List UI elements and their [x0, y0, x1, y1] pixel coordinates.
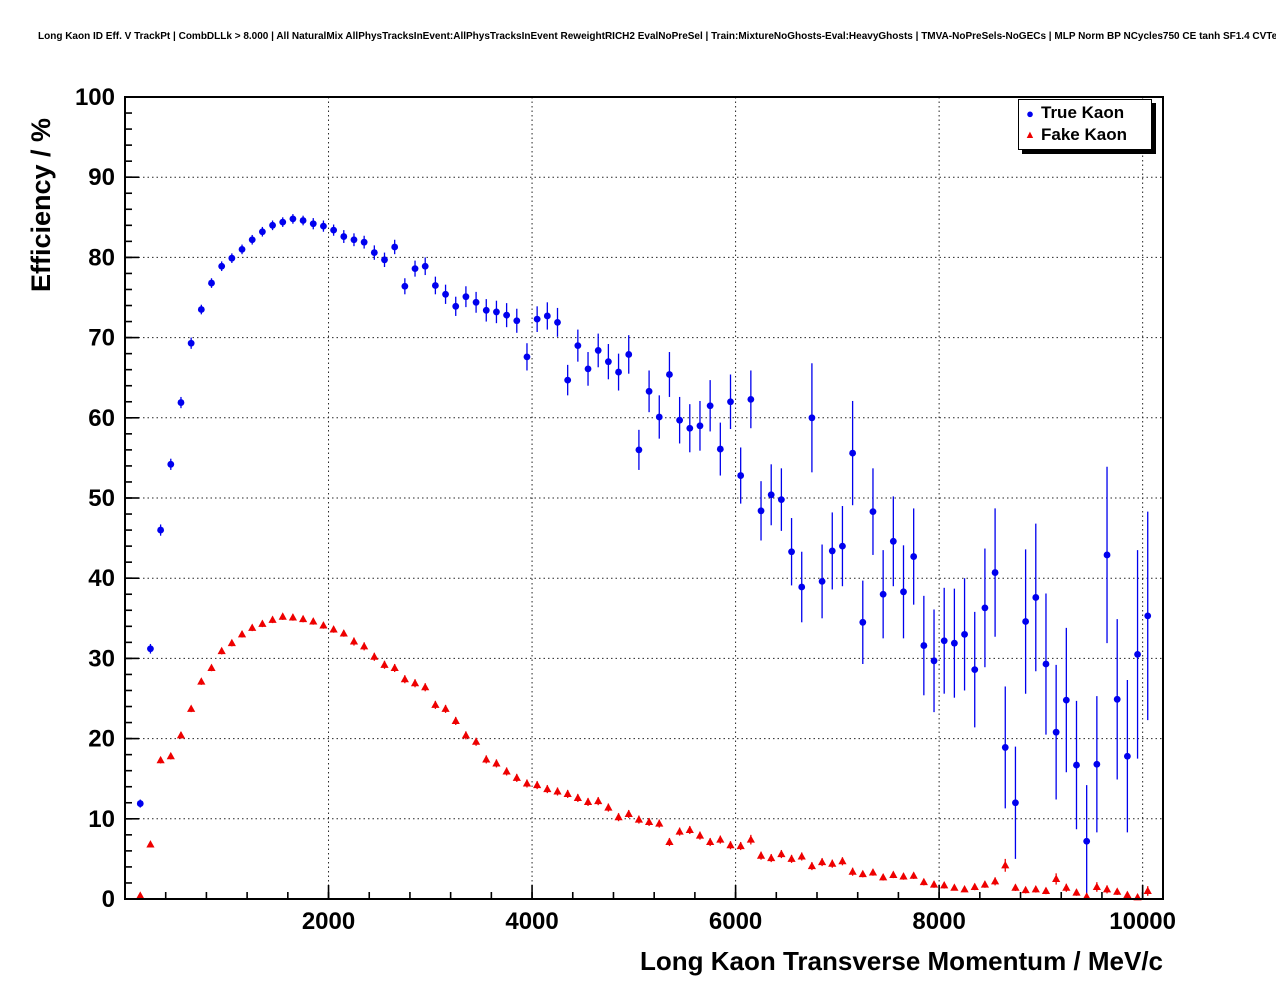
svg-text:30: 30 — [88, 645, 115, 672]
legend: ● True Kaon ▲ Fake Kaon — [1018, 99, 1152, 150]
svg-text:100: 100 — [75, 84, 115, 111]
x-tick-labels: 2000 4000 6000 8000 10000 — [302, 908, 1176, 935]
triangle-marker-icon: ▲ — [1024, 129, 1036, 141]
svg-text:6000: 6000 — [709, 908, 762, 935]
svg-text:60: 60 — [88, 405, 115, 432]
svg-text:0: 0 — [102, 886, 115, 913]
svg-text:80: 80 — [88, 244, 115, 271]
svg-text:40: 40 — [88, 565, 115, 592]
series-true-kaon — [136, 214, 1152, 898]
circle-marker-icon: ● — [1026, 105, 1034, 121]
svg-text:8000: 8000 — [912, 908, 965, 935]
legend-entry-fake-kaon: ▲ Fake Kaon — [1019, 124, 1151, 146]
plot-title: Long Kaon ID Eff. V TrackPt | CombDLLk >… — [38, 31, 1276, 42]
legend-label-true-kaon: True Kaon — [1041, 103, 1125, 122]
svg-text:90: 90 — [88, 164, 115, 191]
svg-text:4000: 4000 — [505, 908, 558, 935]
gridlines — [125, 97, 1163, 899]
svg-text:70: 70 — [88, 325, 115, 352]
svg-text:20: 20 — [88, 726, 115, 753]
y-tick-labels: 0 10 20 30 40 50 60 70 80 90 100 — [75, 84, 115, 913]
svg-text:10: 10 — [88, 806, 115, 833]
svg-text:2000: 2000 — [302, 908, 355, 935]
svg-text:10000: 10000 — [1109, 908, 1176, 935]
legend-entry-true-kaon: ● True Kaon — [1019, 102, 1151, 124]
axis-ticks — [125, 96, 1144, 900]
legend-label-fake-kaon: Fake Kaon — [1041, 125, 1127, 144]
x-axis-title: Long Kaon Transverse Momentum / MeV/c — [640, 946, 1163, 976]
svg-text:50: 50 — [88, 485, 115, 512]
series-fake-kaon — [136, 612, 1152, 901]
